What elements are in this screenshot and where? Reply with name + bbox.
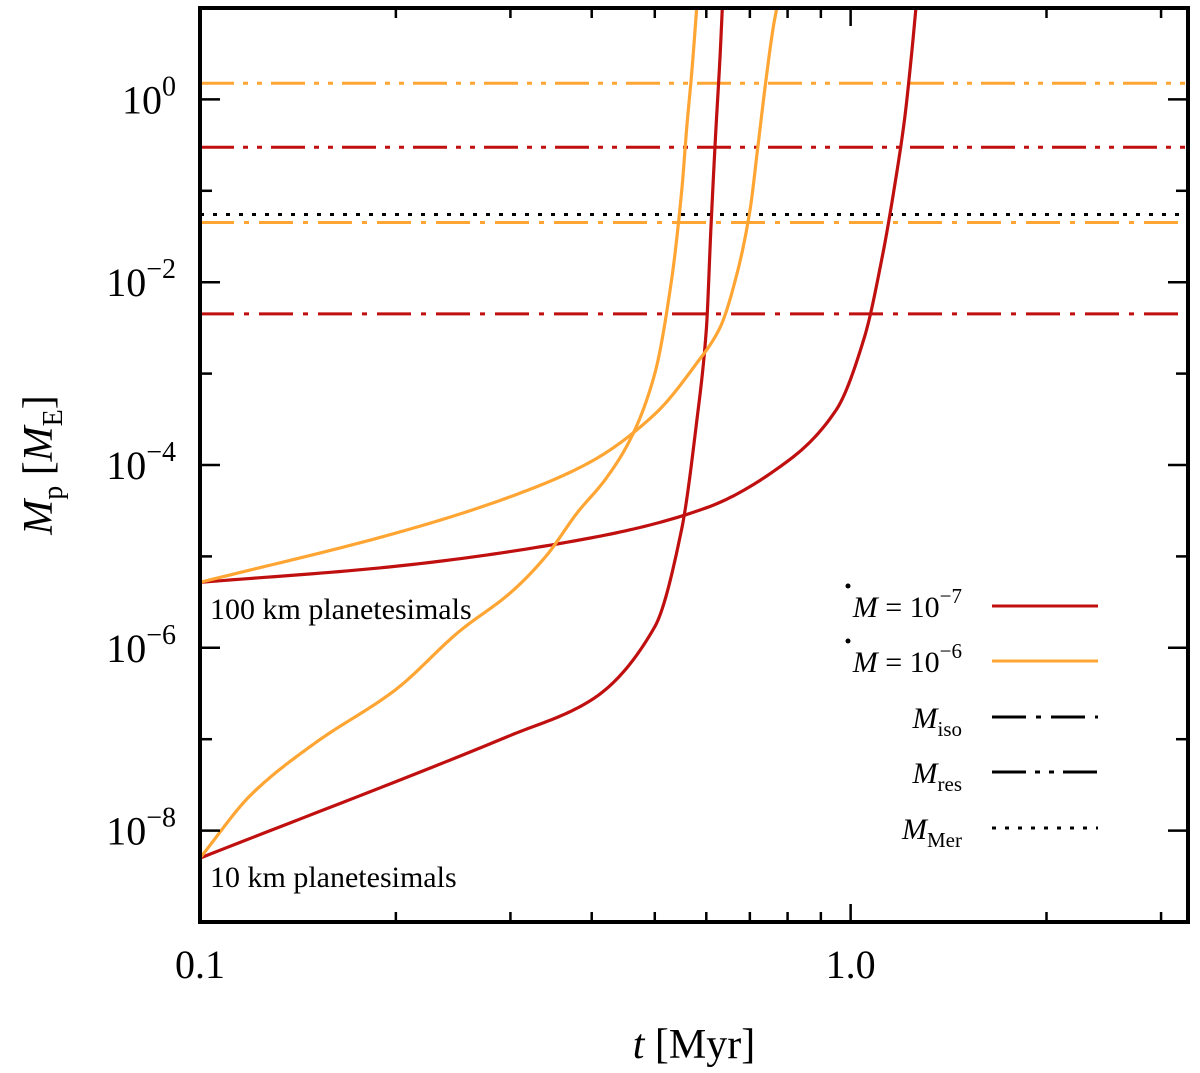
y-tick-label: 10−6 (106, 620, 176, 671)
x-tick-label: 1.0 (826, 942, 876, 987)
series-line-mdot-1e-6-100-km (200, 8, 779, 584)
growth-curves (200, 8, 918, 860)
y-axis-label: Mp [ME] (16, 395, 69, 536)
x-tick-label: 0.1 (175, 942, 225, 987)
annotation-10km: 10 km planetesimals (210, 861, 457, 894)
legend: M = 10−7 M = 10−6 Miso Mres MMer (845, 583, 1098, 852)
x-tick-labels: 0.1 1.0 (175, 942, 876, 987)
series-line-mdot-1e-7-100-km (200, 8, 918, 584)
annotation-100km: 100 km planetesimals (210, 593, 472, 626)
y-tick-label: 10−8 (106, 803, 176, 854)
legend-label-5: MMer (901, 813, 962, 852)
reference-lines (200, 81, 1188, 316)
series-line-mdot-1e-7-10-km (200, 8, 724, 860)
y-tick-label: 100 (122, 71, 176, 122)
y-tick-label: 10−4 (106, 437, 176, 488)
plot-frame (198, 6, 1190, 924)
x-axis-label: t [Myr] (633, 1022, 755, 1068)
legend-label-3: Miso (911, 702, 962, 741)
legend-label-4: Mres (912, 757, 963, 796)
series-line-mdot-1e-6-10-km (200, 8, 699, 860)
legend-label-2: M = 10−6 (852, 639, 962, 679)
axis-ticks (198, 6, 1188, 924)
legend-dot-accent (845, 638, 851, 644)
y-tick-labels: 100 10−2 10−4 10−6 10−8 (106, 71, 176, 853)
legend-dot-accent (845, 583, 851, 589)
y-tick-label: 10−2 (106, 254, 176, 305)
legend-label-1: M = 10−7 (852, 584, 962, 624)
